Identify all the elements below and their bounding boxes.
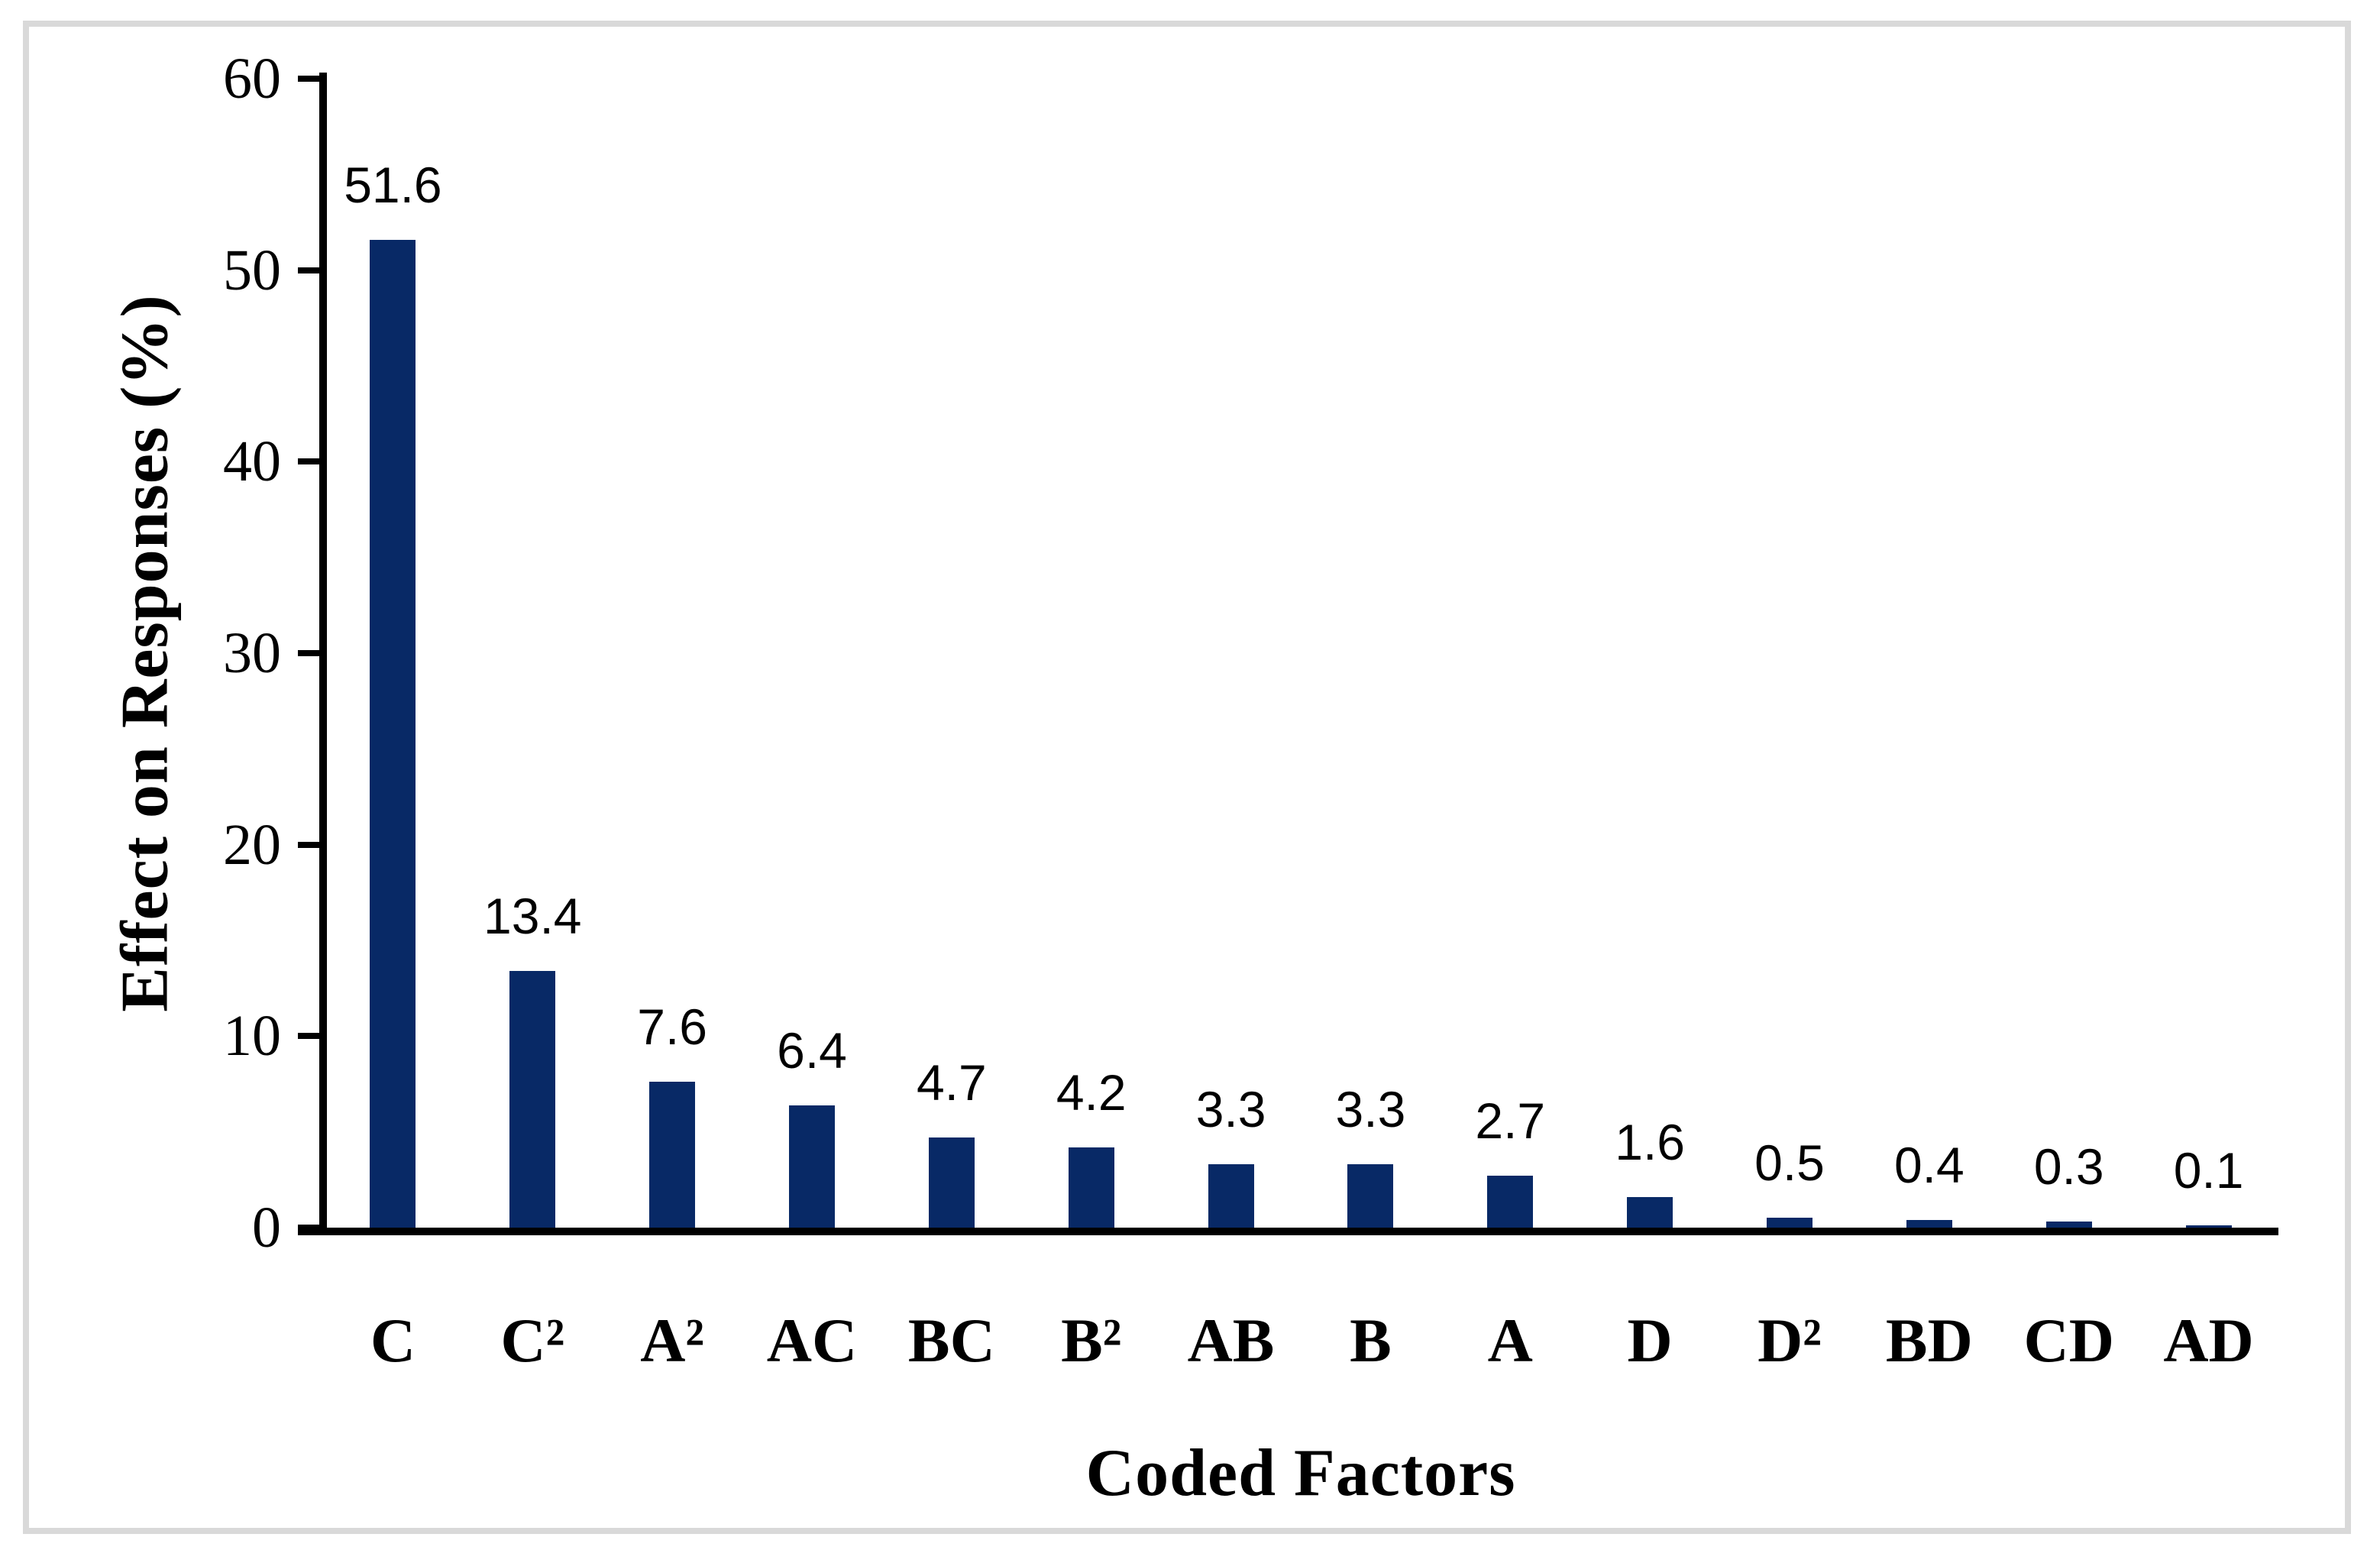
bar-BD xyxy=(1906,1219,1952,1228)
bar-value-label: 0.3 xyxy=(2033,1138,2104,1196)
x-axis-title: Coded Factors xyxy=(1085,1436,1516,1510)
bar-value-label: 0.5 xyxy=(1754,1134,1825,1192)
x-category-label: CD xyxy=(2023,1306,2114,1375)
bar-value-label: 13.4 xyxy=(483,888,582,945)
x-axis-line xyxy=(298,1228,2278,1235)
y-tick-label: 50 xyxy=(223,238,281,303)
bar-value-label: 0.1 xyxy=(2173,1142,2244,1199)
x-category-label: C² xyxy=(500,1306,565,1375)
x-category-label: A² xyxy=(640,1306,705,1375)
x-category-label: D² xyxy=(1758,1306,1822,1375)
bar-value-label: 4.2 xyxy=(1056,1063,1127,1121)
bar-AB xyxy=(1208,1164,1254,1228)
bar-D² xyxy=(1767,1218,1812,1228)
bar-C² xyxy=(509,971,556,1228)
y-tick-label: 40 xyxy=(223,429,281,494)
x-category-label: AD xyxy=(2163,1306,2254,1375)
x-category-label: A xyxy=(1487,1306,1533,1375)
y-tick-mark xyxy=(298,267,319,273)
y-tick-label: 60 xyxy=(223,47,281,111)
bar-B² xyxy=(1068,1147,1114,1228)
bar-value-label: 2.7 xyxy=(1475,1092,1546,1150)
bar-value-label: 4.7 xyxy=(916,1054,987,1112)
bar-value-label: 1.6 xyxy=(1615,1113,1685,1170)
y-tick-mark xyxy=(298,1033,319,1040)
bar-CD xyxy=(2045,1222,2092,1228)
bar-value-label: 3.3 xyxy=(1195,1081,1266,1138)
x-category-label: BD xyxy=(1885,1306,1973,1375)
bar-value-label: 7.6 xyxy=(637,998,707,1056)
bar-AD xyxy=(2185,1225,2232,1228)
x-category-label: BC xyxy=(907,1306,995,1375)
y-tick-mark xyxy=(298,458,319,465)
bar-value-label: 51.6 xyxy=(344,156,442,213)
bar-B xyxy=(1347,1164,1394,1228)
y-tick-label: 0 xyxy=(252,1196,281,1260)
x-category-label: C xyxy=(370,1306,416,1375)
bar-C xyxy=(370,239,416,1228)
bar-value-label: 3.3 xyxy=(1335,1081,1406,1138)
bar-value-label: 0.4 xyxy=(1893,1136,1964,1193)
y-tick-label: 30 xyxy=(223,621,281,685)
bar-A² xyxy=(649,1082,696,1228)
bar-A xyxy=(1487,1176,1534,1228)
x-category-label: AB xyxy=(1187,1306,1275,1375)
x-category-label: D xyxy=(1627,1306,1673,1375)
y-tick-label: 20 xyxy=(223,812,281,877)
y-tick-label: 10 xyxy=(223,1004,281,1069)
y-tick-mark xyxy=(298,841,319,848)
x-category-label: B xyxy=(1350,1306,1392,1375)
x-category-label: B² xyxy=(1061,1306,1122,1375)
bar-value-label: 6.4 xyxy=(777,1021,847,1079)
y-tick-mark xyxy=(298,650,319,656)
y-tick-mark xyxy=(298,76,319,82)
x-category-label: AC xyxy=(766,1306,858,1375)
y-axis-line xyxy=(319,73,327,1235)
bar-AC xyxy=(789,1105,835,1228)
bar-BC xyxy=(928,1137,975,1228)
bar-D xyxy=(1627,1196,1673,1228)
